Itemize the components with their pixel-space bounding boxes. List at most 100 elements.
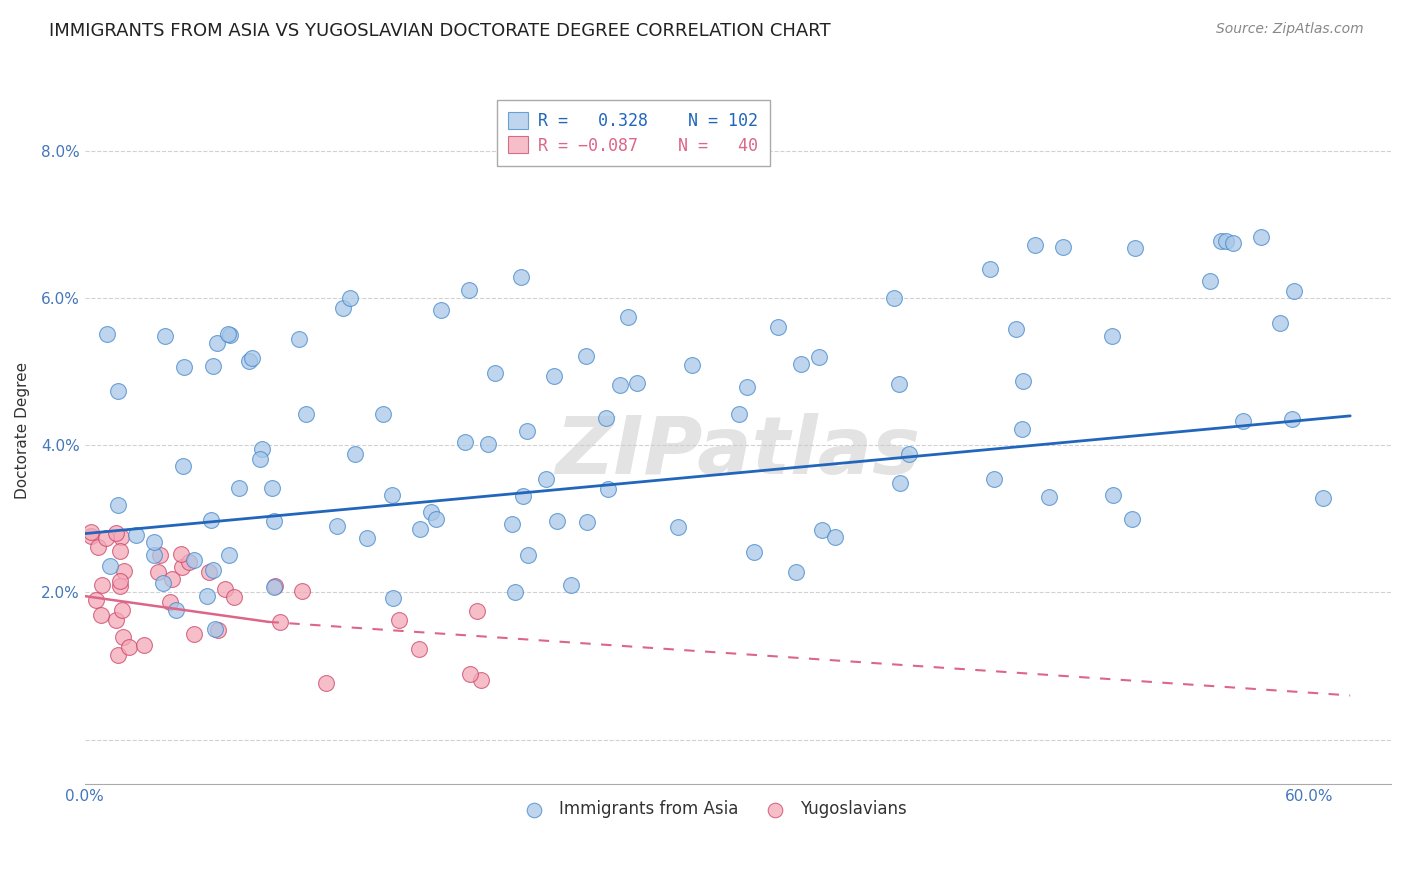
- Point: [104, 613, 127, 627]
- Point: [1199, 274, 1222, 288]
- Point: [727, 407, 749, 421]
- Point: [214, 582, 236, 597]
- Point: [90, 607, 112, 622]
- Point: [381, 488, 404, 502]
- Point: [735, 380, 758, 394]
- Point: [768, 320, 790, 334]
- Point: [454, 435, 477, 450]
- Point: [356, 532, 378, 546]
- Point: [543, 369, 565, 384]
- Point: [516, 548, 538, 562]
- Point: [114, 565, 136, 579]
- Point: [149, 548, 172, 562]
- Point: [1312, 491, 1334, 505]
- Point: [326, 519, 349, 533]
- Point: [202, 563, 225, 577]
- Point: [666, 520, 689, 534]
- Point: [228, 481, 250, 495]
- Point: [419, 505, 441, 519]
- Point: [183, 627, 205, 641]
- Point: [811, 523, 834, 537]
- Point: [108, 579, 131, 593]
- Point: [295, 407, 318, 421]
- Point: [501, 516, 523, 531]
- Legend: Immigrants from Asia, Yugoslavians: Immigrants from Asia, Yugoslavians: [510, 794, 912, 825]
- Y-axis label: Doctorate Degree: Doctorate Degree: [15, 362, 30, 500]
- Point: [575, 349, 598, 363]
- Point: [98, 558, 121, 573]
- Point: [238, 354, 260, 368]
- Point: [204, 623, 226, 637]
- Point: [80, 524, 103, 539]
- Point: [263, 580, 285, 594]
- Point: [153, 329, 176, 343]
- Point: [534, 472, 557, 486]
- Point: [1102, 488, 1125, 502]
- Point: [505, 584, 527, 599]
- Point: [159, 595, 181, 609]
- Point: [983, 472, 1005, 486]
- Point: [1052, 240, 1074, 254]
- Point: [510, 270, 533, 285]
- Point: [1024, 238, 1046, 252]
- Text: IMMIGRANTS FROM ASIA VS YUGOSLAVIAN DOCTORATE DEGREE CORRELATION CHART: IMMIGRANTS FROM ASIA VS YUGOSLAVIAN DOCT…: [49, 22, 831, 40]
- Point: [332, 301, 354, 315]
- Point: [291, 583, 314, 598]
- Point: [111, 603, 134, 617]
- Point: [388, 613, 411, 627]
- Point: [460, 666, 482, 681]
- Point: [1101, 329, 1123, 343]
- Point: [484, 366, 506, 380]
- Point: [371, 408, 394, 422]
- Point: [198, 566, 221, 580]
- Point: [595, 411, 617, 425]
- Point: [288, 332, 311, 346]
- Point: [240, 351, 263, 365]
- Point: [430, 303, 453, 318]
- Point: [250, 442, 273, 456]
- Point: [339, 291, 361, 305]
- Point: [207, 624, 229, 638]
- Point: [682, 358, 704, 372]
- Point: [260, 482, 283, 496]
- Point: [408, 641, 430, 656]
- Point: [148, 565, 170, 579]
- Point: [183, 553, 205, 567]
- Point: [477, 437, 499, 451]
- Point: [382, 591, 405, 606]
- Point: [218, 548, 240, 562]
- Point: [263, 579, 285, 593]
- Point: [205, 336, 228, 351]
- Point: [1004, 321, 1026, 335]
- Point: [165, 603, 187, 617]
- Point: [897, 447, 920, 461]
- Point: [609, 377, 631, 392]
- Point: [1215, 234, 1237, 248]
- Point: [200, 513, 222, 527]
- Point: [218, 326, 240, 341]
- Point: [80, 529, 103, 543]
- Point: [1268, 316, 1291, 330]
- Point: [790, 357, 813, 371]
- Point: [177, 555, 200, 569]
- Point: [143, 534, 166, 549]
- Point: [111, 630, 134, 644]
- Point: [105, 526, 128, 541]
- Point: [807, 350, 830, 364]
- Point: [170, 560, 193, 574]
- Point: [512, 489, 534, 503]
- Point: [1232, 414, 1254, 428]
- Point: [742, 545, 765, 559]
- Point: [195, 589, 218, 603]
- Point: [1250, 230, 1272, 244]
- Point: [1209, 234, 1232, 248]
- Point: [546, 514, 568, 528]
- Point: [470, 673, 492, 688]
- Point: [1011, 422, 1033, 436]
- Point: [408, 523, 430, 537]
- Point: [173, 360, 195, 375]
- Point: [425, 512, 447, 526]
- Point: [107, 648, 129, 663]
- Point: [1282, 284, 1305, 298]
- Point: [617, 310, 640, 324]
